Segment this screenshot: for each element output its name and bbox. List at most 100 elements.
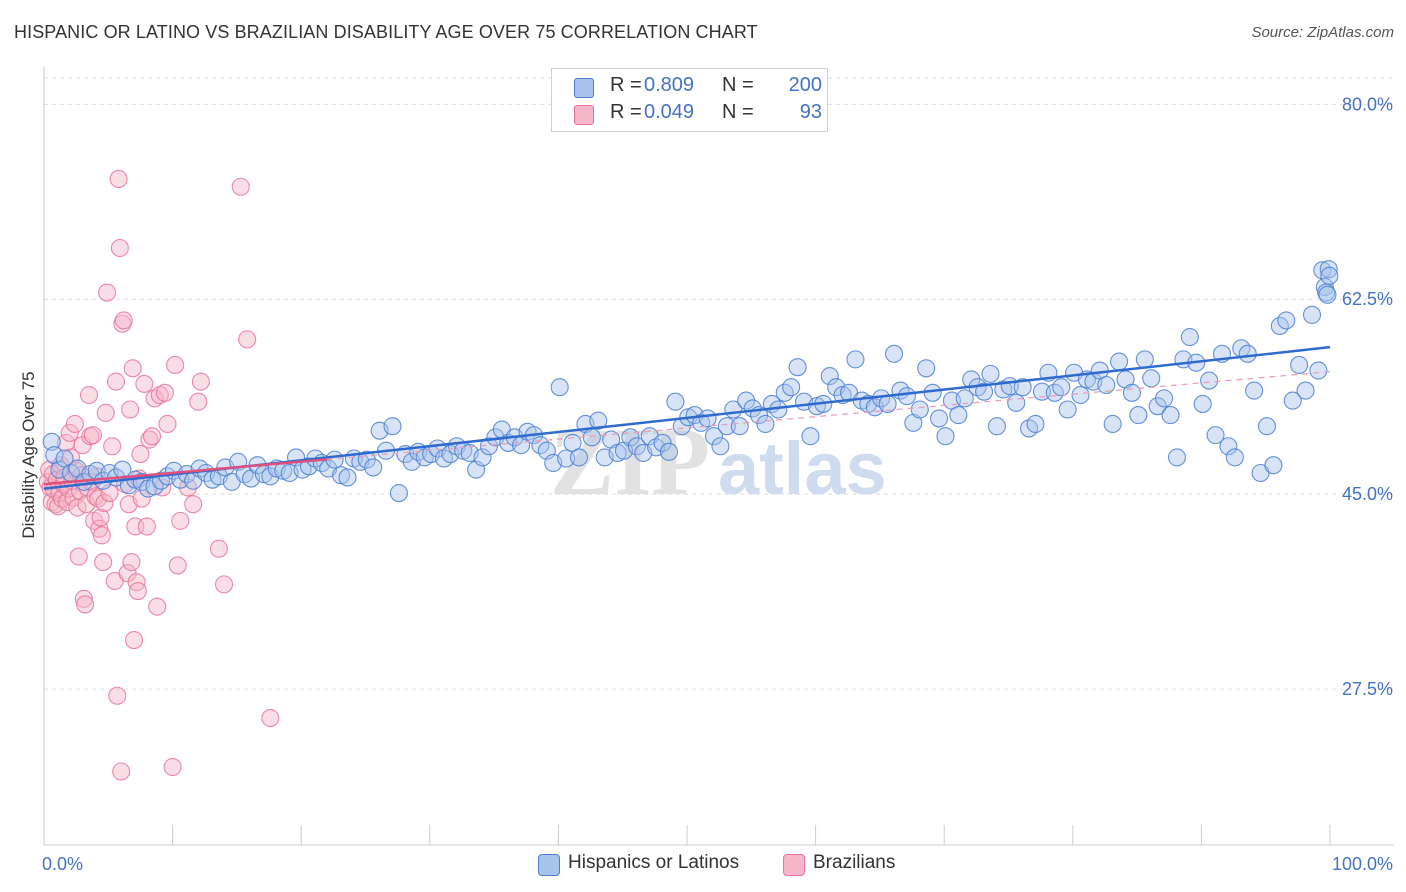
data-point: [1071, 385, 1090, 405]
data-point: [550, 378, 569, 397]
axes: [43, 66, 1394, 846]
data-point: [1309, 361, 1328, 380]
data-point: [106, 372, 126, 391]
data-point: [949, 406, 968, 425]
data-point: [717, 417, 736, 436]
data-point: [109, 169, 128, 188]
data-point: [124, 631, 144, 650]
data-point: [557, 449, 576, 468]
data-point: [60, 423, 79, 442]
data-point: [121, 400, 140, 419]
legend-swatch-hispanic: [538, 854, 560, 876]
data-point: [103, 437, 122, 456]
legend-label: Brazilians: [813, 852, 896, 873]
legend-swatch-brazilian: [574, 105, 594, 125]
data-point: [1097, 375, 1116, 395]
y-tick-label: 80.0%: [1342, 94, 1393, 114]
data-point: [1238, 344, 1257, 363]
data-point: [582, 428, 601, 447]
data-point: [1277, 311, 1296, 330]
data-point: [137, 517, 156, 536]
data-point: [155, 383, 174, 402]
source-label: Source: ZipAtlas.com: [1251, 24, 1394, 41]
data-point: [659, 442, 679, 461]
data-point: [743, 399, 762, 418]
data-point: [1007, 393, 1026, 412]
r-label: R =: [610, 101, 642, 123]
data-point: [884, 344, 904, 363]
data-point: [92, 526, 111, 545]
data-point: [1296, 381, 1315, 400]
data-point: [1013, 378, 1032, 397]
x-tick-label-min: 0.0%: [42, 854, 83, 874]
n-label: N =: [722, 74, 754, 96]
data-point: [975, 382, 994, 401]
data-point: [69, 547, 88, 566]
legend-swatch-brazilian: [783, 854, 805, 876]
legend-label: Hispanics or Latinos: [568, 852, 740, 873]
trend-lines: [43, 345, 1331, 490]
data-point: [955, 389, 974, 408]
data-point: [756, 414, 775, 434]
data-point: [145, 389, 164, 408]
data-point: [936, 427, 955, 446]
data-point: [1180, 328, 1199, 347]
data-point: [52, 489, 72, 508]
chart-title: HISPANIC OR LATINO VS BRAZILIAN DISABILI…: [14, 22, 758, 42]
grid-lines: [44, 77, 1394, 690]
watermark-atlas: atlas: [718, 427, 887, 510]
data-point: [123, 359, 142, 378]
data-point: [1142, 369, 1161, 388]
data-point: [65, 414, 84, 434]
data-point: [569, 448, 589, 467]
data-point: [110, 238, 129, 258]
data-point: [45, 446, 64, 465]
data-point: [897, 387, 916, 406]
data-point: [238, 330, 257, 349]
data-point: [1319, 260, 1338, 279]
data-point: [627, 437, 646, 456]
data-point: [917, 359, 936, 378]
data-point: [96, 403, 115, 422]
data-point: [209, 539, 228, 558]
data-point: [94, 553, 113, 572]
data-point: [158, 414, 177, 434]
data-point: [820, 367, 839, 386]
data-point: [1290, 355, 1309, 375]
data-point: [383, 417, 402, 436]
data-point: [1135, 350, 1154, 369]
data-point: [1161, 406, 1180, 425]
data-point: [1110, 352, 1129, 371]
data-point: [1200, 371, 1219, 390]
data-point: [364, 458, 383, 477]
n-value: 200: [788, 74, 822, 96]
data-point: [801, 427, 820, 446]
data-point: [1245, 381, 1264, 400]
data-point: [589, 411, 608, 430]
data-point: [788, 358, 807, 377]
data-point: [711, 437, 730, 456]
data-point: [846, 350, 865, 369]
data-point: [231, 177, 250, 196]
data-point: [923, 383, 942, 402]
data-point: [1193, 394, 1212, 413]
data-point: [1103, 414, 1122, 434]
y-tick-label: 45.0%: [1342, 484, 1393, 504]
data-point: [1155, 389, 1174, 408]
data-point: [782, 378, 801, 397]
data-point: [1225, 448, 1244, 467]
data-point: [122, 553, 141, 572]
data-point: [389, 483, 408, 503]
data-point: [653, 433, 672, 452]
data-point: [171, 511, 190, 530]
data-point: [1122, 383, 1142, 402]
data-point: [189, 392, 208, 411]
data-point: [910, 400, 929, 419]
data-point: [338, 468, 357, 487]
data-point: [76, 595, 95, 614]
data-point: [131, 445, 150, 464]
data-point: [112, 762, 131, 781]
trend-line-brazilian-dashed: [326, 370, 1331, 461]
data-point: [1129, 406, 1148, 425]
